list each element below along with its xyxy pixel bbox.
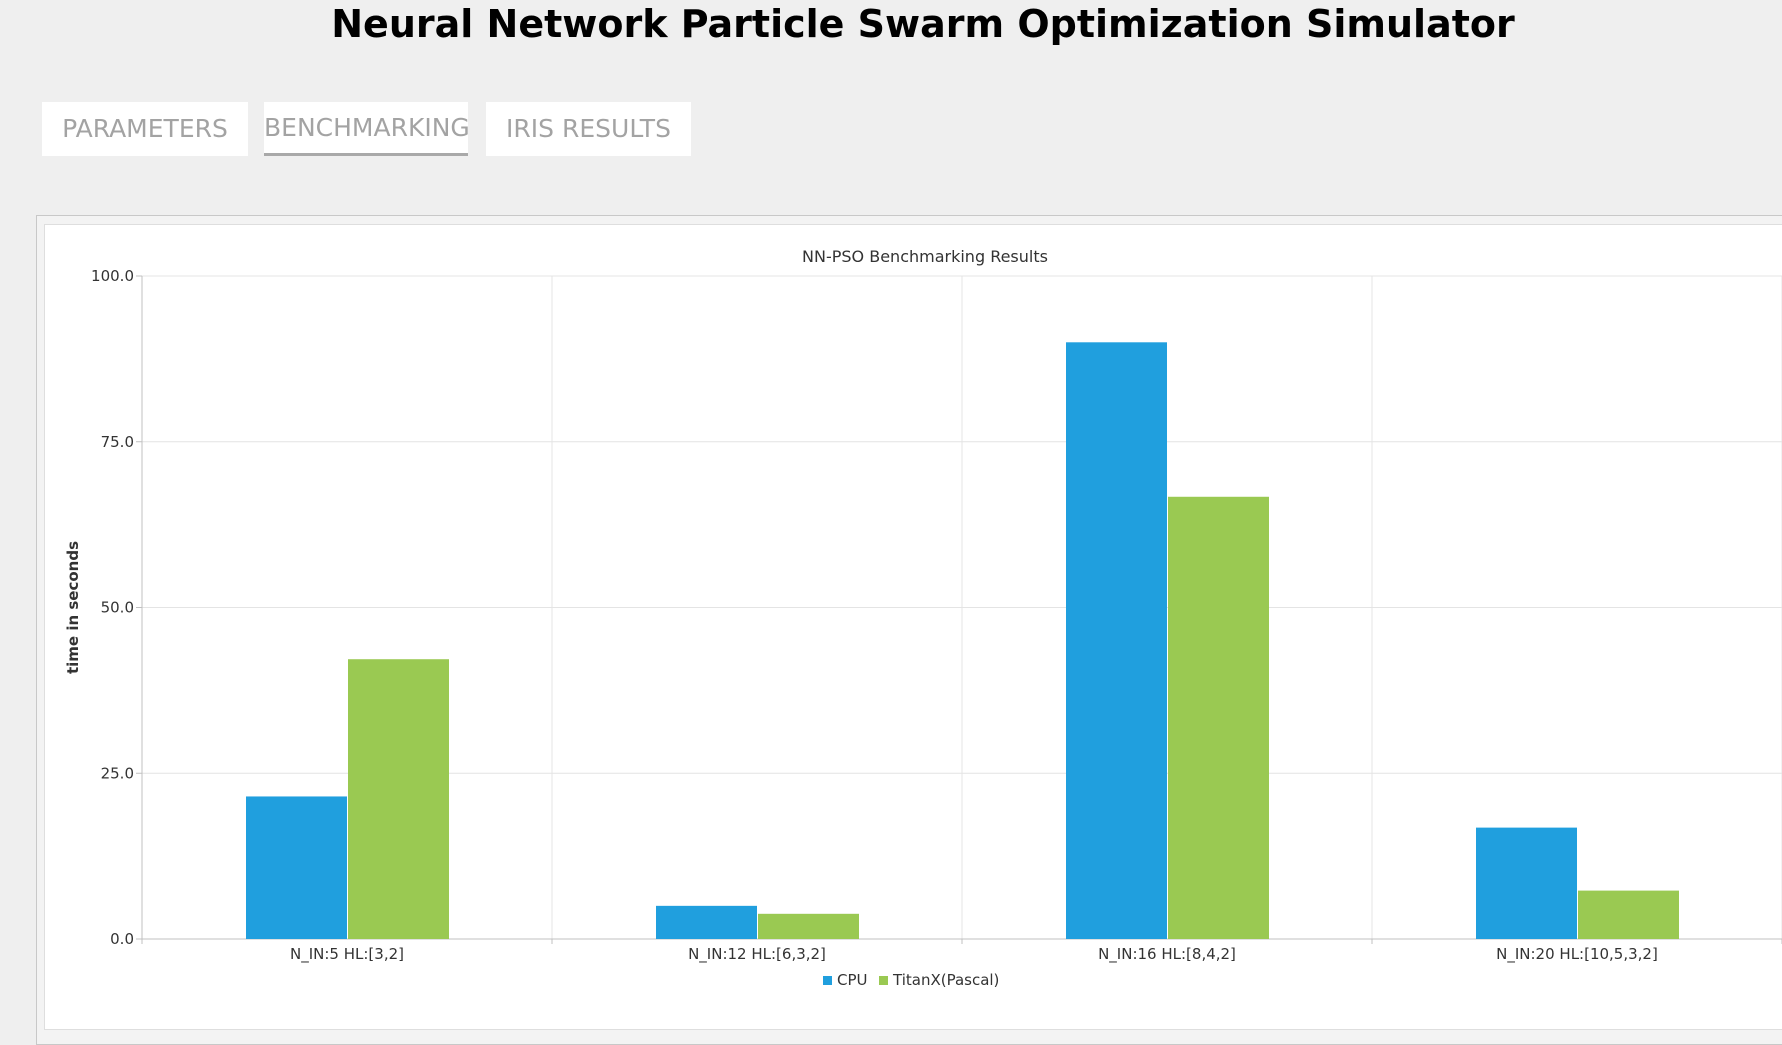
- chart-title: NN-PSO Benchmarking Results: [802, 247, 1048, 266]
- y-tick-label: 100.0: [91, 267, 134, 285]
- legend-swatch: [823, 976, 832, 985]
- x-tick-label: N_IN:16 HL:[8,4,2]: [1098, 945, 1236, 964]
- bar-cpu: [656, 905, 757, 939]
- y-tick-label: 75.0: [101, 433, 134, 451]
- bar-titanx-pascal-: [348, 659, 449, 939]
- app-title: Neural Network Particle Swarm Optimizati…: [331, 2, 1515, 46]
- legend-label: TitanX(Pascal): [892, 971, 999, 989]
- benchmark-bar-chart: NN-PSO Benchmarking Results 0.0 25.0 50.0 75…: [64, 247, 1782, 989]
- bar-titanx-pascal-: [1168, 496, 1269, 939]
- x-tick-label: N_IN:5 HL:[3,2]: [290, 945, 404, 964]
- tab-benchmarking[interactable]: BENCHMARKING: [264, 102, 470, 156]
- y-axis-label: time in seconds: [64, 541, 82, 674]
- y-tick-label: 25.0: [101, 764, 134, 782]
- bar-titanx-pascal-: [758, 913, 859, 939]
- x-tick-label: N_IN:20 HL:[10,5,3,2]: [1496, 945, 1658, 964]
- bar-cpu: [1066, 342, 1167, 939]
- tab-parameters[interactable]: PARAMETERS: [42, 102, 248, 156]
- bar-cpu: [1476, 827, 1577, 939]
- x-tick-label: N_IN:12 HL:[6,3,2]: [688, 945, 826, 964]
- chart-panel: NN-PSO Benchmarking Results 0.0 25.0 50.0 75…: [44, 224, 1782, 1030]
- legend-label: CPU: [837, 971, 868, 989]
- y-tick-label: 0.0: [110, 930, 134, 948]
- tab-iris-results[interactable]: IRIS RESULTS: [486, 102, 691, 156]
- bar-titanx-pascal-: [1578, 890, 1679, 939]
- bar-cpu: [246, 796, 347, 939]
- legend-swatch: [879, 976, 888, 985]
- y-tick-label: 50.0: [101, 599, 134, 617]
